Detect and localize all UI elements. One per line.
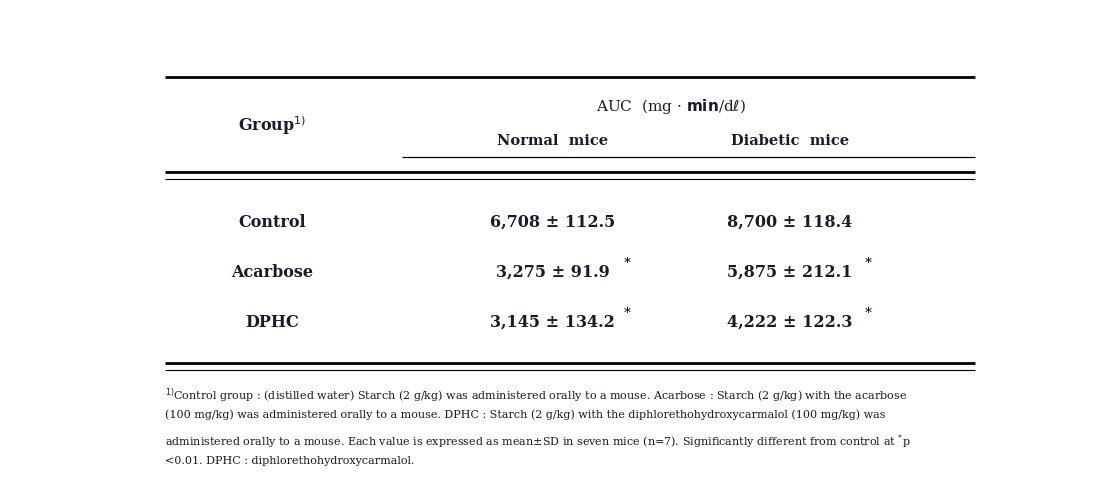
Text: *: * [624,258,631,271]
Text: Control: Control [239,213,306,230]
Text: <0.01. DPHC : diphlorethohydroxycarmalol.: <0.01. DPHC : diphlorethohydroxycarmalol… [165,455,415,465]
Text: 8,700 ± 118.4: 8,700 ± 118.4 [727,213,852,230]
Text: *: * [865,308,872,321]
Text: 5,875 ± 212.1: 5,875 ± 212.1 [727,264,852,281]
Text: 6,708 ± 112.5: 6,708 ± 112.5 [490,213,615,230]
Text: 4,222 ± 122.3: 4,222 ± 122.3 [727,314,852,331]
Text: $^{1)}$Control group : (distilled water) Starch (2 g/kg) was administered orally: $^{1)}$Control group : (distilled water)… [165,386,907,405]
Text: Normal  mice: Normal mice [497,134,608,148]
Text: 3,145 ± 134.2: 3,145 ± 134.2 [490,314,615,331]
Text: Acarbose: Acarbose [231,264,314,281]
Text: administered orally to a mouse. Each value is expressed as mean±SD in seven mice: administered orally to a mouse. Each val… [165,432,911,451]
Text: (100 mg/kg) was administered orally to a mouse. DPHC : Starch (2 g/kg) with the : (100 mg/kg) was administered orally to a… [165,409,885,420]
Text: DPHC: DPHC [246,314,299,331]
Text: Diabetic  mice: Diabetic mice [731,134,848,148]
Text: Group$^{1)}$: Group$^{1)}$ [238,114,307,137]
Text: *: * [624,308,631,321]
Text: *: * [865,258,872,271]
Text: AUC  (mg $\cdot$ $\mathbf{min}$/d$\ell$): AUC (mg $\cdot$ $\mathbf{min}$/d$\ell$) [596,97,746,116]
Text: 3,275 ± 91.9: 3,275 ± 91.9 [496,264,609,281]
